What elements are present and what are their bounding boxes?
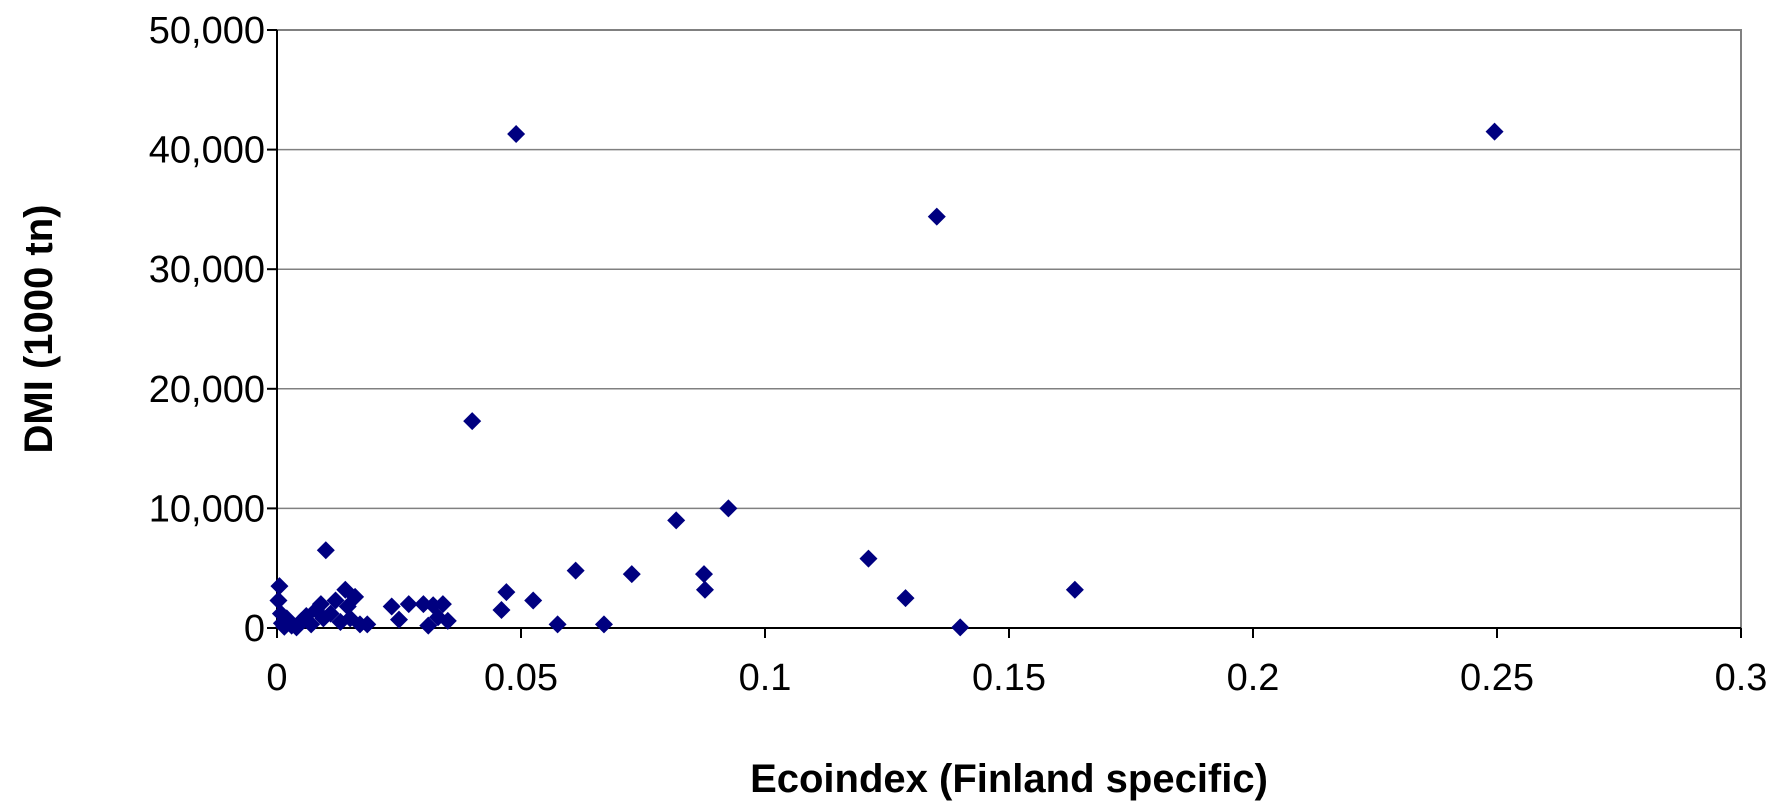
data-point (1485, 122, 1504, 141)
data-point (438, 611, 457, 630)
y-tick-label: 20,000 (149, 369, 265, 411)
y-tick-label: 10,000 (149, 488, 265, 530)
axes (267, 29, 1742, 638)
x-tick-label: 0.1 (739, 657, 792, 699)
plot-area (276, 29, 1742, 629)
data-point (566, 561, 585, 580)
data-point (667, 511, 686, 530)
data-point (859, 549, 878, 568)
data-point (622, 565, 641, 584)
y-tick-labels: 0 10,000 20,000 30,000 40,000 50,000 (149, 10, 265, 650)
data-point (270, 577, 289, 596)
data-point (719, 499, 738, 518)
data-point (548, 615, 567, 634)
data-point (594, 615, 613, 634)
data-point (433, 595, 452, 614)
data-point (497, 583, 516, 602)
data-points (269, 122, 1504, 637)
data-point (507, 125, 526, 144)
data-point (695, 565, 713, 584)
data-point (302, 615, 321, 634)
x-tick-labels: 0 0.05 0.1 0.15 0.2 0.25 0.3 (266, 657, 1767, 699)
x-axis-title: Ecoindex (Finland specific) (750, 757, 1268, 801)
y-tick-label: 0 (244, 608, 265, 650)
y-axis-title: DMI (1000 tn) (17, 205, 61, 454)
y-tick-label: 30,000 (149, 249, 265, 291)
data-point (316, 541, 335, 560)
data-point (358, 615, 377, 634)
x-tick-label: 0.05 (484, 657, 558, 699)
y-tick-label: 50,000 (149, 10, 265, 52)
x-tick-label: 0.25 (1460, 657, 1534, 699)
data-point (269, 591, 288, 610)
x-tick-label: 0.15 (972, 657, 1046, 699)
data-point (492, 601, 511, 620)
x-tick-label: 0 (266, 657, 287, 699)
y-tick-label: 40,000 (149, 130, 265, 172)
data-point (326, 591, 345, 610)
data-point (896, 589, 915, 608)
data-point (951, 618, 970, 637)
data-point (695, 580, 714, 599)
data-point (419, 616, 438, 635)
x-tick-label: 0.3 (1715, 657, 1768, 699)
data-point (321, 604, 340, 623)
data-point (524, 591, 543, 610)
data-point (463, 412, 482, 431)
data-point (382, 597, 401, 616)
data-point (927, 207, 946, 226)
data-point (1065, 580, 1084, 599)
data-point (346, 587, 365, 606)
gridlines (277, 29, 1741, 510)
data-point (390, 610, 408, 629)
data-point (311, 595, 330, 614)
x-tick-label: 0.2 (1227, 657, 1280, 699)
data-point (399, 595, 418, 614)
